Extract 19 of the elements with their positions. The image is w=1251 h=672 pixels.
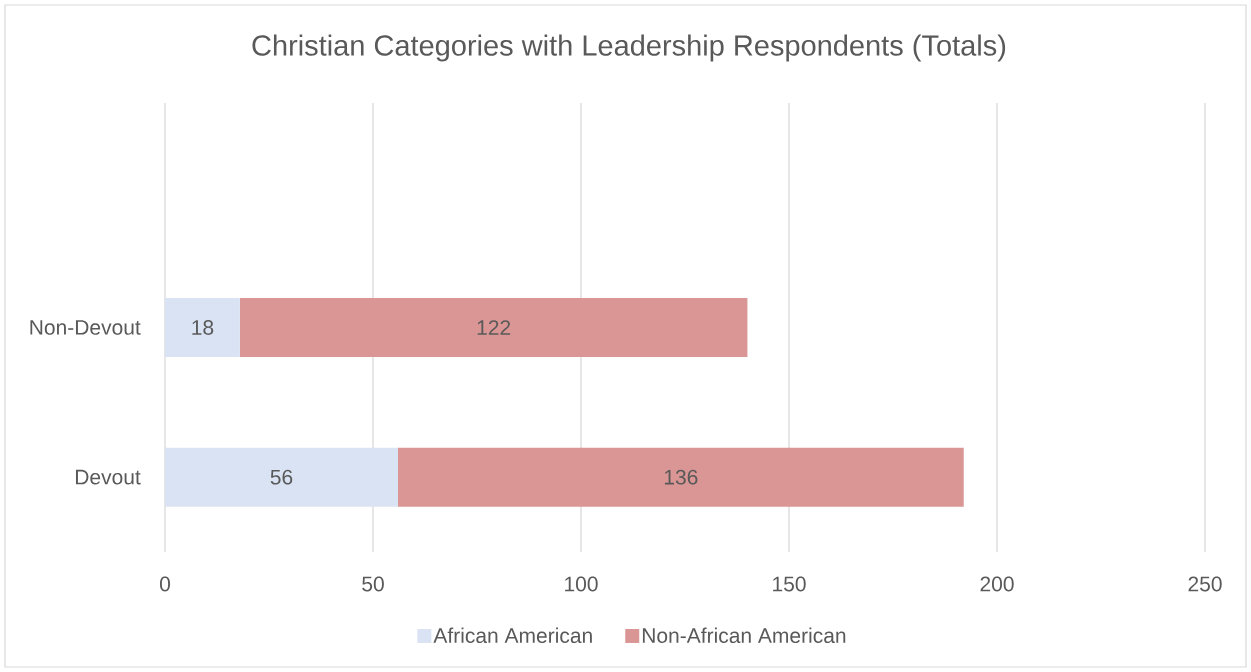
bar (165, 298, 240, 357)
x-tick-label: 250 (1188, 576, 1222, 592)
x-tick-label: 0 (159, 576, 171, 592)
x-tick-label: 200 (980, 576, 1014, 592)
legend-label: African American (433, 627, 592, 644)
x-tick-label: 50 (362, 576, 384, 592)
data-label: 136 (664, 469, 698, 485)
chart-title: Christian Categories with Leadership Respondents (Totals) (252, 34, 1006, 62)
data-label: 18 (192, 320, 214, 335)
legend-label: Non-African American (642, 627, 846, 644)
y-tick-label: Devout (75, 469, 141, 485)
data-label: 122 (477, 320, 511, 335)
bar (397, 447, 964, 507)
x-tick-label: 150 (773, 576, 806, 592)
x-tick-label: 100 (565, 576, 598, 592)
bar (165, 447, 398, 507)
data-label: 56 (270, 469, 293, 485)
y-tick-label: Non-Devout (30, 320, 141, 335)
bar (239, 298, 748, 357)
